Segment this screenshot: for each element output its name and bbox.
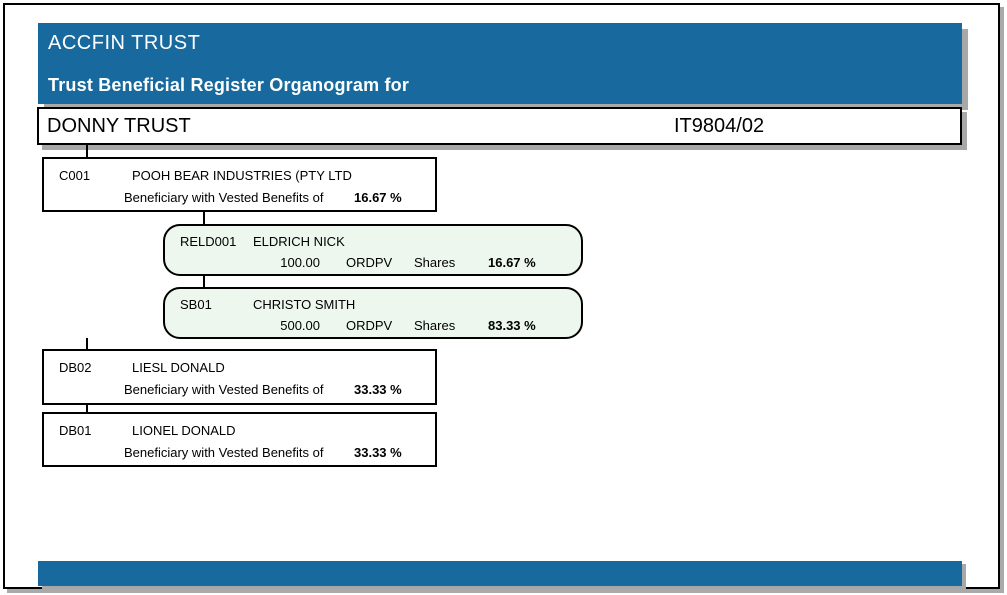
node-name: LIESL DONALD [132, 360, 225, 375]
connector-c001-to-reld001 [203, 211, 205, 225]
node-code: DB01 [59, 423, 92, 438]
node-percent: 16.67 % [354, 190, 402, 205]
report-footer-bar [38, 561, 962, 586]
node-percent: 33.33 % [354, 445, 402, 460]
trust-name: DONNY TRUST [47, 115, 191, 137]
node-percent: 16.67 % [488, 255, 536, 270]
org-node-reld001: RELD001 ELDRICH NICK 100.00 ORDPV Shares… [163, 224, 583, 276]
app-title: ACCFIN TRUST [48, 32, 201, 54]
node-share-quantity: 500.00 [280, 318, 320, 333]
org-node-c001: C001 POOH BEAR INDUSTRIES (PTY LTD Benef… [42, 157, 437, 212]
node-code: C001 [59, 168, 91, 183]
node-name: ELDRICH NICK [253, 234, 345, 249]
connector-trust-to-c001 [86, 144, 88, 158]
trust-registration-number: IT9804/02 [674, 115, 765, 137]
node-detail-label: Beneficiary with Vested Benefits of [124, 382, 324, 397]
connector-reld001-to-sb01 [203, 275, 205, 288]
org-node-db01: DB01 LIONEL DONALD Beneficiary with Vest… [42, 412, 437, 467]
node-share-class: ORDPV [346, 318, 393, 333]
node-detail-label: Beneficiary with Vested Benefits of [124, 445, 324, 460]
org-node-sb01: SB01 CHRISTO SMITH 500.00 ORDPV Shares 8… [163, 287, 583, 339]
node-code: RELD001 [180, 234, 237, 249]
node-percent: 83.33 % [488, 318, 536, 333]
node-share-class: ORDPV [346, 255, 393, 270]
connector-db02-to-db01 [86, 404, 88, 414]
node-share-quantity: 100.00 [280, 255, 320, 270]
org-node-db02: DB02 LIESL DONALD Beneficiary with Veste… [42, 349, 437, 405]
report-title: Trust Beneficial Register Organogram for [48, 75, 410, 95]
node-detail-label: Beneficiary with Vested Benefits of [124, 190, 324, 205]
node-name: LIONEL DONALD [132, 423, 236, 438]
node-code: DB02 [59, 360, 92, 375]
node-name: POOH BEAR INDUSTRIES (PTY LTD [132, 168, 352, 183]
trust-title-bar: DONNY TRUST IT9804/02 [37, 107, 962, 145]
node-unit-label: Shares [414, 255, 456, 270]
node-code: SB01 [180, 297, 212, 312]
node-unit-label: Shares [414, 318, 456, 333]
report-header: ACCFIN TRUST Trust Beneficial Register O… [38, 23, 962, 104]
report-page-frame: ACCFIN TRUST Trust Beneficial Register O… [3, 3, 1000, 589]
connector-to-db02 [86, 338, 88, 350]
node-percent: 33.33 % [354, 382, 402, 397]
node-name: CHRISTO SMITH [253, 297, 356, 312]
